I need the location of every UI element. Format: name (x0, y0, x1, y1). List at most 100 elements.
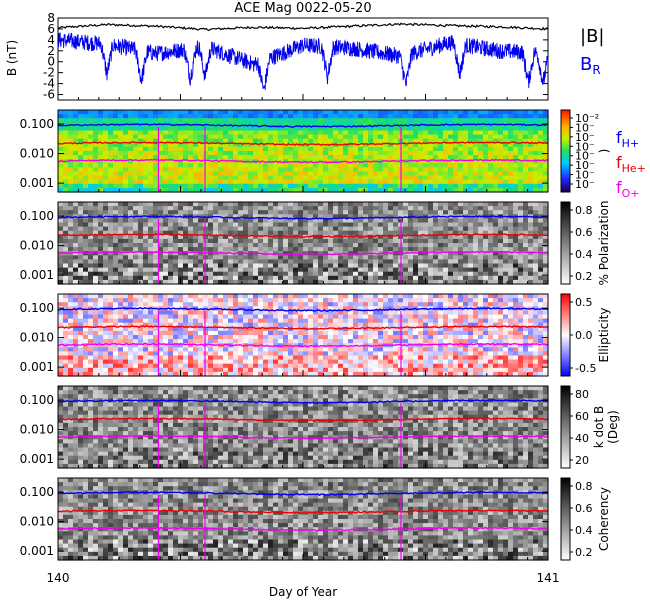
colorbar-gradient (560, 293, 571, 377)
colorbar-tick-label: 0.8 (575, 204, 593, 217)
b-tick-label: 6 (47, 22, 55, 36)
colorbar-label: % Polarization (597, 201, 611, 286)
legend-f-h-main: f (616, 128, 622, 147)
legend-b-r-sub: R (592, 63, 600, 77)
colorbar-polarization: 0.8 0.6 0.4 0.2 % Polarization (560, 201, 611, 286)
gyro-line-f_O (57, 250, 549, 256)
gyro-line-f_O (57, 434, 549, 440)
gyro-line-f_H (57, 307, 549, 312)
gyro-line-f_H (57, 399, 549, 404)
b-tick-label: 2 (47, 44, 55, 58)
colorbar-tick-label: 10⁻ (575, 121, 595, 134)
colorbar-gradient (560, 477, 571, 561)
colorbar-tick-label: 0.4 (575, 248, 593, 261)
gyro-line-f_O (57, 526, 548, 532)
series-b-r (57, 32, 549, 90)
spectrogram-cells (58, 202, 549, 285)
colorbar-tick-label: 10⁻ (575, 159, 595, 172)
gyro-line-f_He (57, 141, 549, 147)
panel-power-spectrum: 0.100 0.010 0.001 (20, 109, 549, 193)
legend-f-h-sub: H+ (622, 137, 640, 150)
gyro-line-f_He (57, 417, 549, 422)
legend-b-r-main: B (580, 54, 592, 75)
y-tick-label: 0.100 (20, 485, 54, 499)
b-ylabel: B (nT) (5, 40, 19, 76)
colorbar-label: Coherency (597, 487, 611, 551)
y-tick-label: 0.010 (20, 515, 54, 529)
colorbar-tick-label: 10⁻ (575, 131, 595, 144)
colorbar-tick-label: 0.0 (575, 329, 593, 342)
y-tick-label: 0.010 (20, 331, 54, 345)
colorbar-tick-label: 80 (575, 388, 589, 401)
b-tick-label: 8 (47, 11, 55, 25)
panel-polarization: 0.100 0.010 0.001 (20, 201, 549, 285)
colorbar-tick-label: 0.2 (575, 546, 593, 559)
y-tick-label: 0.100 (20, 393, 54, 407)
b-tick-label: -4 (43, 77, 55, 91)
legend-b-r: BR (580, 54, 601, 77)
x-axis: 140 141 Day of Year (47, 571, 560, 599)
y-tick-label: 0.100 (20, 209, 54, 223)
colorbar-label-2: (Deg) (606, 410, 620, 444)
colorbar-tick-label: 0.5 (575, 296, 593, 309)
colorbar-power-spectrum: 10⁻²10⁻10⁻10⁻10⁻10⁻10⁻10⁻) (560, 109, 611, 193)
colorbar-tick-label: 0.2 (575, 270, 593, 283)
colorbar-tick-label: 0.8 (575, 480, 593, 493)
colorbar-label: Ellipticity (597, 308, 611, 363)
spectrogram-cells (58, 478, 549, 561)
legend-f-he-sub: He+ (622, 162, 646, 175)
colorbar-tick-label: 10⁻² (575, 112, 599, 125)
colorbar-tick-label: 10⁻ (575, 140, 595, 153)
x-tick-label-140: 140 (47, 571, 70, 585)
panel-magnetic-field-frame (57, 17, 549, 101)
y-tick-label: 0.100 (20, 301, 54, 315)
y-tick-label: 0.010 (20, 147, 54, 161)
x-axis-label: Day of Year (269, 585, 337, 599)
colorbar-tick-label: 10⁻ (575, 169, 595, 182)
gyro-line-f_O (57, 342, 549, 348)
spectrogram-panels: 0.100 0.010 0.001 0.100 0.010 0.001 0.100 0.010… (20, 94, 549, 561)
figure-title: ACE Mag 0022-05-20 (234, 1, 371, 16)
colorbar-tick-label: -0.5 (575, 362, 596, 375)
y-tick-label: 0.001 (20, 452, 54, 466)
x-tick-label-141: 141 (537, 571, 560, 585)
colorbar-gradient (560, 201, 571, 285)
legend-f-he: fHe+ (616, 153, 646, 175)
colorbar-tick-label: 0.6 (575, 226, 593, 239)
gyro-line-f_He (57, 509, 549, 515)
gyro-line-f_He (58, 233, 549, 239)
spectrogram-cells (58, 110, 549, 193)
y-tick-label: 0.001 (20, 268, 54, 282)
legend-f-o-sub: O+ (622, 187, 640, 200)
panel-coherency: 0.100 0.010 0.001 (20, 477, 549, 561)
gyro-line-f_H (57, 491, 549, 497)
colorbar-tick-label: 10⁻ (575, 178, 595, 191)
colorbar-gradient (560, 385, 571, 469)
colorbar-tick-label: 0.4 (575, 524, 593, 537)
gyro-legend: fH+ fHe+ fO+ (616, 128, 646, 200)
b-tick-label: -6 (43, 88, 55, 102)
legend-f-he-main: f (616, 153, 622, 172)
colorbar-tick-label: 60 (575, 410, 589, 423)
colorbar-label: k dot B (592, 406, 606, 448)
gyro-line-f_H (57, 123, 548, 128)
y-tick-label: 0.100 (20, 117, 54, 131)
legend-f-o: fO+ (616, 178, 640, 200)
legend-f-o-main: f (616, 178, 622, 197)
panel-ellipticity: 0.100 0.010 0.001 (20, 293, 549, 377)
series-b-total (57, 22, 549, 32)
colorbars: 10⁻²10⁻10⁻10⁻10⁻10⁻10⁻10⁻) 0.8 0.6 0.4 0.2 % … (560, 109, 620, 561)
y-tick-label: 0.001 (20, 544, 54, 558)
gyro-line-f_He (57, 325, 549, 331)
colorbar-k-dot-b: 80 60 40 20k dot B (Deg) (560, 385, 620, 469)
y-tick-label: 0.010 (20, 423, 54, 437)
legend-f-h: fH+ (616, 128, 639, 150)
panel-k-dot-b: 0.100 0.010 0.001 (20, 385, 549, 469)
b-tick-label: 0 (47, 55, 55, 69)
colorbar-coherency: 0.8 0.6 0.4 0.2 Coherency (560, 477, 611, 561)
y-tick-label: 0.001 (20, 360, 54, 374)
colorbar-tick-label: 0.6 (575, 502, 593, 515)
b-tick-label: 4 (47, 33, 55, 47)
